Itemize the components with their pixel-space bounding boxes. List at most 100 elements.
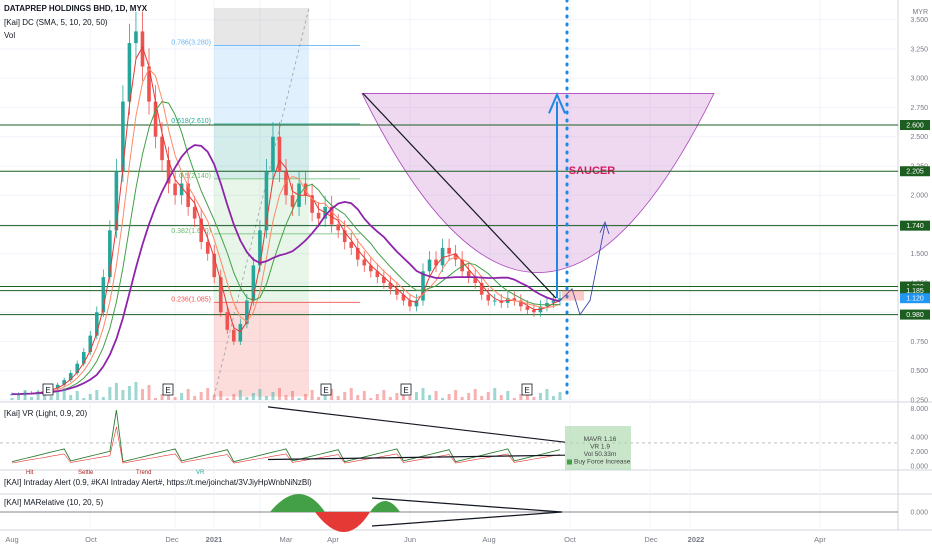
candle-body [447, 247, 451, 254]
volume-bar [23, 390, 27, 400]
volume-bar [95, 390, 99, 400]
volume-bar [310, 390, 314, 400]
candle-body [453, 253, 458, 260]
sma50-line [12, 144, 561, 395]
candle-body [173, 183, 177, 196]
candle-body [310, 195, 314, 213]
current-price-tag: 1.120 [900, 293, 930, 304]
candle-body [382, 277, 386, 283]
time-tick-label: 2021 [206, 535, 223, 544]
earnings-marker: E [42, 383, 54, 396]
sma5-line [12, 45, 561, 395]
price-level-tag: 0.980 [900, 309, 930, 320]
dc-indicator-legend[interactable]: [Kai] DC (SMA, 5, 10, 20, 50) [4, 18, 108, 27]
symbol-legend[interactable]: DATAPREP HOLDINGS BHD, 1D, MYX [4, 4, 148, 13]
volume-bar [369, 398, 373, 400]
candle-body [284, 171, 288, 196]
fib-zone-0618 [214, 123, 309, 179]
candle-body [179, 183, 184, 196]
price-tick-label: 3.500 [910, 17, 928, 24]
candle-body [160, 136, 164, 161]
candle-body [329, 206, 334, 225]
candle-body [212, 253, 217, 278]
price-level-tag: 2.600 [900, 120, 930, 131]
volume-bar [219, 391, 223, 400]
volume-bars [10, 382, 562, 400]
time-tick-label: Jun [404, 535, 416, 544]
candle-body [245, 300, 249, 324]
volume-bar [88, 394, 92, 400]
candle-body [355, 247, 360, 260]
earnings-marker: E [521, 383, 533, 396]
volume-bar [343, 392, 347, 400]
volume-bar [271, 392, 275, 400]
candle-body [440, 247, 445, 266]
time-tick-label: Apr [814, 535, 826, 544]
volume-bar [17, 394, 21, 400]
marelative-tick-label: 0.000 [910, 510, 928, 517]
candle-body [525, 306, 530, 310]
vr-info-line: VR 1.9 [590, 444, 610, 451]
volume-bar [186, 389, 190, 400]
price-tick-label: 1.500 [910, 251, 928, 258]
path-projection-head [599, 220, 610, 234]
volume-bar [512, 398, 516, 400]
volume-bar [49, 396, 53, 400]
volume-bar [538, 393, 542, 400]
fib-level-label: 0.382(1.670) [171, 228, 211, 235]
candle-body [427, 259, 432, 272]
volume-bar [10, 398, 14, 400]
price-level-tag: 2.205 [900, 166, 930, 177]
candle-body [401, 294, 406, 301]
fib-retracement: 0.786(3.280) 0.618(2.610) 0.5(2.140) 0.382(… [171, 7, 360, 397]
volume-bar [62, 388, 66, 400]
volume-bar [121, 390, 125, 400]
vr-info-line: MAVR 1.16 [584, 436, 617, 443]
time-tick-label: Aug [482, 535, 495, 544]
candle-body [375, 271, 380, 278]
volume-legend[interactable]: Vol [4, 31, 16, 40]
vr-line [11, 409, 561, 463]
candle-body [75, 363, 80, 374]
volume-bar [532, 397, 536, 400]
candle-body [551, 300, 556, 303]
earnings-marker: E [320, 383, 332, 396]
candle-body [238, 323, 243, 342]
marelative-pane-title[interactable]: [KAI] MARelative (10, 20, 5) [4, 498, 104, 507]
candle-body [277, 136, 282, 172]
volume-bar [506, 391, 510, 400]
volume-bar [193, 396, 197, 400]
volume-bar [114, 383, 118, 400]
price-tick-label: 2.000 [910, 193, 928, 200]
volume-bar [317, 397, 321, 400]
volume-bar [258, 389, 262, 400]
svg-text:0.980: 0.980 [906, 312, 924, 319]
svg-text:2.600: 2.600 [906, 123, 924, 130]
vr-pane-title[interactable]: [Kai] VR (Light, 0.9, 20) [4, 409, 88, 418]
candle-body [316, 212, 321, 219]
volume-bar [441, 398, 445, 400]
volume-bar [382, 390, 386, 400]
volume-bar [460, 397, 464, 400]
vr-trend-line-lower [267, 454, 566, 461]
intraday-pane-title[interactable]: [KAI] Intraday Alert (0.9, #KAI Intraday… [4, 478, 312, 487]
candle-body [153, 101, 158, 137]
volume-bar [56, 392, 60, 400]
candle-body [519, 300, 523, 307]
volume-bar [428, 395, 432, 400]
svg-text:E: E [323, 386, 328, 395]
buy-force-checkbox [567, 459, 572, 465]
candle-body [62, 380, 66, 385]
candle-body [271, 136, 275, 172]
volume-bar [173, 397, 177, 400]
fib-level-label: 0.5(2.140) [179, 173, 211, 180]
volume-bar [284, 395, 288, 400]
volume-bar [238, 390, 242, 400]
volume-bar [245, 397, 249, 400]
candle-body [101, 277, 106, 313]
candle-body [532, 309, 536, 313]
candle-body [108, 230, 112, 278]
time-tick-label: 2022 [688, 535, 705, 544]
volume-bar [297, 398, 301, 400]
